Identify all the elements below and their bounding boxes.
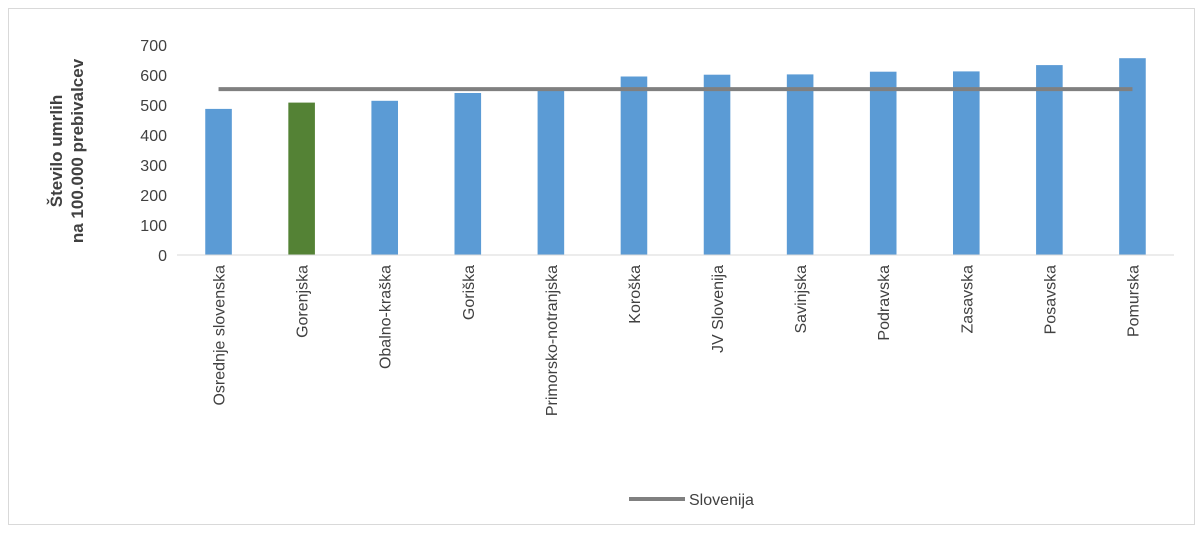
bar-posavska [1036, 65, 1063, 255]
bar-koro-ka [620, 76, 648, 255]
bar-podravska [869, 71, 897, 255]
bar-chart: Število umrlih na 100.000 prebivalcev 0 1… [47, 38, 1174, 509]
x-tick-label: Goriška [461, 265, 478, 320]
x-tick-label: Posavska [1042, 265, 1059, 334]
bars [205, 58, 1146, 256]
y-axis-label-line-2: na 100.000 prebivalcev [68, 58, 87, 243]
y-tick-label: 200 [140, 188, 167, 205]
bar-obalno-kra-ka [371, 100, 399, 255]
x-tick-label: Pomurska [1125, 265, 1142, 337]
y-tick-label: 600 [140, 68, 167, 85]
bar-gorenjska [288, 102, 315, 255]
bar-primorsko-notranjska [537, 87, 565, 255]
x-tick-label: Obalno-kraška [378, 265, 395, 369]
bar-osrednje-slovenska [205, 108, 232, 256]
bar-zasavska [952, 71, 980, 256]
x-tick-label: Podravska [876, 265, 893, 341]
x-tick-label: Koroška [627, 265, 644, 324]
y-tick-label: 700 [140, 38, 167, 55]
y-axis-label-line-1: Število umrlih [47, 95, 66, 207]
legend-label-slovenija: Slovenija [689, 492, 754, 509]
y-tick-label: 100 [140, 218, 167, 235]
bar-jv-slovenija [703, 74, 731, 255]
bar-savinjska [786, 74, 814, 256]
y-tick-label: 400 [140, 128, 167, 145]
bar-gori-ka [454, 93, 482, 255]
x-axis-ticks: Osrednje slovenska Gorenjska Obalno-kraška… [212, 265, 1143, 416]
legend: Slovenija [629, 492, 754, 509]
x-tick-label: Osrednje slovenska [212, 265, 229, 406]
x-tick-label: Primorsko-notranjska [544, 265, 561, 416]
y-axis-ticks: 0 100 200 300 400 500 600 700 [140, 38, 167, 265]
x-tick-label: JV Slovenija [710, 265, 727, 353]
y-tick-label: 0 [158, 248, 167, 265]
x-tick-label: Gorenjska [295, 265, 312, 338]
x-tick-label: Savinjska [793, 265, 810, 334]
y-tick-label: 500 [140, 98, 167, 115]
y-tick-label: 300 [140, 158, 167, 175]
chart-frame: Število umrlih na 100.000 prebivalcev 0 1… [8, 8, 1195, 525]
x-tick-label: Zasavska [959, 265, 976, 334]
y-axis-label: Število umrlih na 100.000 prebivalcev [47, 58, 87, 243]
